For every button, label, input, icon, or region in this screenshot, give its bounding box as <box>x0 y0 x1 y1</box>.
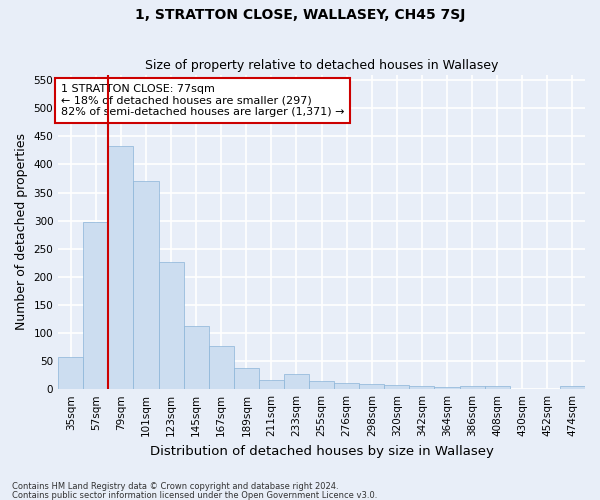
Bar <box>284 374 309 389</box>
Title: Size of property relative to detached houses in Wallasey: Size of property relative to detached ho… <box>145 59 498 72</box>
Bar <box>209 346 234 389</box>
Text: Contains public sector information licensed under the Open Government Licence v3: Contains public sector information licen… <box>12 490 377 500</box>
Bar <box>385 385 409 389</box>
Text: 1 STRATTON CLOSE: 77sqm
← 18% of detached houses are smaller (297)
82% of semi-d: 1 STRATTON CLOSE: 77sqm ← 18% of detache… <box>61 84 344 117</box>
X-axis label: Distribution of detached houses by size in Wallasey: Distribution of detached houses by size … <box>149 444 494 458</box>
Bar <box>109 146 133 389</box>
Bar <box>409 386 434 389</box>
Bar <box>485 386 510 389</box>
Bar <box>58 357 83 389</box>
Bar <box>309 381 334 389</box>
Bar <box>158 262 184 389</box>
Bar <box>83 222 109 389</box>
Bar <box>334 383 359 389</box>
Bar <box>560 386 585 389</box>
Y-axis label: Number of detached properties: Number of detached properties <box>15 134 28 330</box>
Bar <box>184 326 209 389</box>
Text: Contains HM Land Registry data © Crown copyright and database right 2024.: Contains HM Land Registry data © Crown c… <box>12 482 338 491</box>
Text: 1, STRATTON CLOSE, WALLASEY, CH45 7SJ: 1, STRATTON CLOSE, WALLASEY, CH45 7SJ <box>135 8 465 22</box>
Bar <box>359 384 385 389</box>
Bar <box>234 368 259 389</box>
Bar <box>434 387 460 389</box>
Bar <box>460 386 485 389</box>
Bar <box>133 182 158 389</box>
Bar <box>259 380 284 389</box>
